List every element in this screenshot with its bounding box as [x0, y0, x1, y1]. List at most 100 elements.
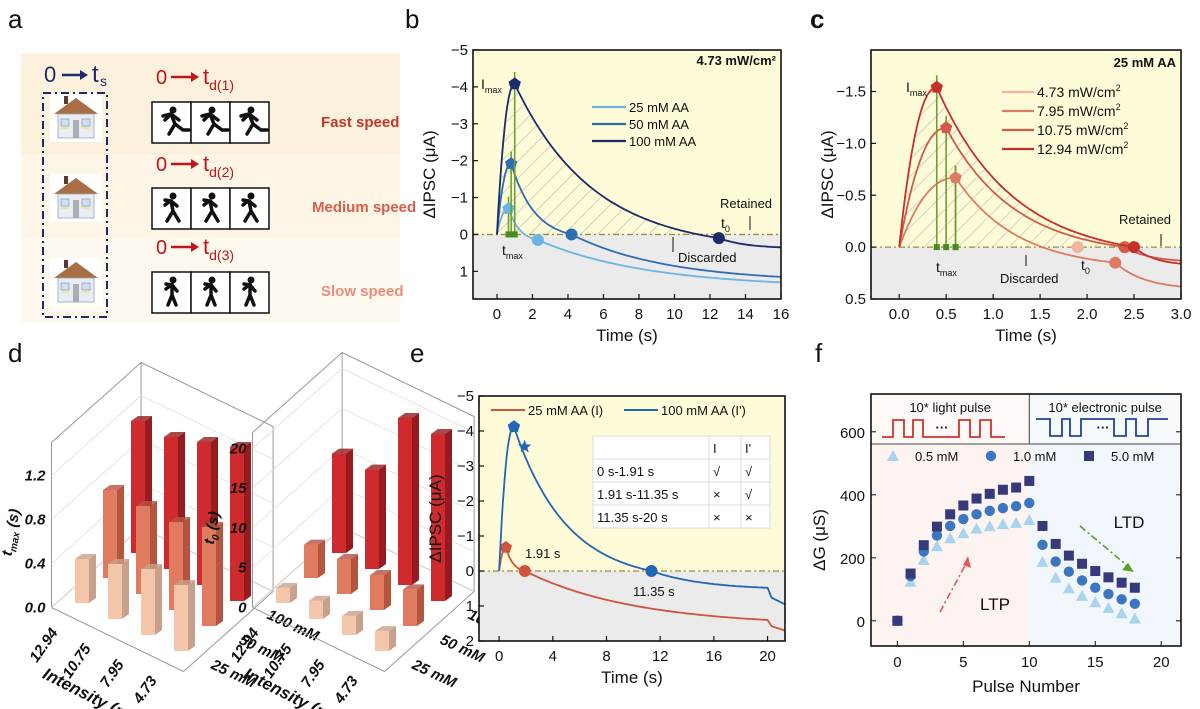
x-tick-label: 16: [773, 306, 790, 323]
bar-side: [188, 580, 195, 651]
data-point: [1129, 582, 1140, 593]
data-point: [1010, 516, 1023, 528]
bar-3d: [375, 626, 396, 651]
x-tick-label: 12: [702, 306, 719, 323]
table-cell: √: [713, 464, 721, 479]
speed-row: 0 td(1) Fast speed: [151, 64, 399, 144]
data-point: [892, 615, 903, 626]
y-tick-label: −5: [457, 388, 474, 405]
data-point: [983, 520, 996, 532]
y-tick-label: 15: [230, 480, 247, 497]
x-tick-label: 20: [1153, 654, 1170, 671]
walking-person-icon: [241, 192, 259, 223]
storage-label: 0 t s: [44, 61, 107, 89]
peak-marker: [949, 171, 962, 183]
bar-3d: [174, 580, 195, 651]
data-point: [1076, 575, 1088, 586]
y-tick-label: 0.8: [25, 512, 47, 529]
table-cell: √: [745, 464, 753, 479]
bar-top: [169, 517, 190, 522]
integrated-area-hatch: [496, 83, 719, 235]
standing-person-icon: [164, 276, 179, 307]
bar-side: [216, 522, 223, 626]
bar-top: [403, 584, 424, 590]
bar-side: [445, 428, 452, 601]
gridline: [252, 407, 475, 489]
x-axis-label: Time (s): [596, 326, 658, 345]
data-point: [1063, 550, 1074, 561]
x-tick-label: 10: [666, 306, 683, 323]
bar-3d: [141, 564, 162, 635]
imax-label: Imax: [481, 76, 502, 95]
delay-time-label: td(3): [203, 234, 234, 263]
y-tick-label: −1: [451, 190, 468, 207]
x-tick-label: 8: [635, 306, 643, 323]
legend-label: 10.75 mW/cm2: [1037, 121, 1128, 138]
y-tick-label: −5: [451, 42, 468, 59]
bar-top: [202, 522, 223, 527]
data-point: [1076, 589, 1089, 601]
running-person-icon: [239, 106, 269, 136]
plot-frame: [870, 49, 1182, 300]
legend-label: 25 mM AA (I): [528, 403, 603, 418]
bar-top: [131, 416, 152, 421]
data-point: [931, 530, 943, 541]
bar-top: [332, 448, 353, 454]
panel-label-e: e: [410, 338, 424, 368]
tmax-marker: [511, 231, 518, 238]
data-point: [1063, 566, 1075, 577]
panel-c: c 0.0 0.5 1.0 1.5 2.0 2.5 3.0 −1.5 −1.0 −0.5 0.0 0.…: [810, 4, 1191, 345]
t0-marker: [518, 565, 531, 577]
legend-marker: [887, 450, 899, 461]
legend-marker: [1084, 451, 1094, 461]
bar-side: [379, 464, 386, 569]
ltd-label: LTD: [1114, 513, 1145, 532]
y-tick-label: 600: [840, 425, 865, 442]
x-tick-label: 1.0: [983, 306, 1004, 323]
data-point: [1062, 582, 1075, 594]
retained-label: Retained: [1119, 212, 1171, 227]
panel-label-d: d: [8, 338, 22, 368]
y-tick-label: 0: [460, 226, 468, 243]
bar-side: [244, 442, 251, 601]
bar-front: [202, 527, 216, 626]
bar-3d: [332, 448, 353, 553]
bar-top: [370, 570, 391, 575]
y-tick-label: −4: [457, 423, 474, 440]
bar-side: [323, 595, 330, 619]
standing-person-icon: [203, 276, 218, 307]
x-tick-label: 20: [759, 648, 776, 665]
data-point: [997, 484, 1008, 495]
bar-3d: [431, 428, 452, 601]
x-tick-label: 0: [493, 306, 501, 323]
data-point: [1011, 482, 1022, 493]
bar-3d: [108, 559, 129, 619]
bar-side: [122, 559, 129, 619]
legend-label: 25 mM AA: [629, 100, 689, 115]
bar-top: [342, 610, 363, 616]
bar-side: [89, 554, 96, 603]
x-tick-label: 8: [602, 648, 610, 665]
peak-marker: [940, 121, 953, 134]
data-point: [1050, 556, 1061, 567]
imax-label: Imax: [906, 79, 927, 98]
peak-marker: [508, 77, 521, 90]
y-tick-label: 200: [840, 551, 865, 568]
z-tick-label: 25 mM: [409, 656, 460, 692]
bar-front: [403, 589, 417, 626]
data-point: [971, 493, 982, 504]
legend-marker: [985, 450, 997, 462]
ellipsis: ···: [1097, 420, 1110, 435]
y-tick-label: 0.5: [845, 291, 866, 308]
y-tick-label: 0: [857, 614, 865, 631]
tmax-label: tmax: [936, 259, 957, 278]
delay-time-label: td(2): [203, 151, 234, 180]
y-tick-label: 20: [229, 440, 247, 457]
bar-front: [276, 587, 290, 603]
discarded-label: Discarded: [1000, 271, 1059, 286]
bar-top: [375, 626, 396, 632]
series-line-1: [496, 207, 782, 284]
integrated-area-hatch: [899, 87, 1135, 248]
x-tick-label: 0.0: [889, 306, 910, 323]
